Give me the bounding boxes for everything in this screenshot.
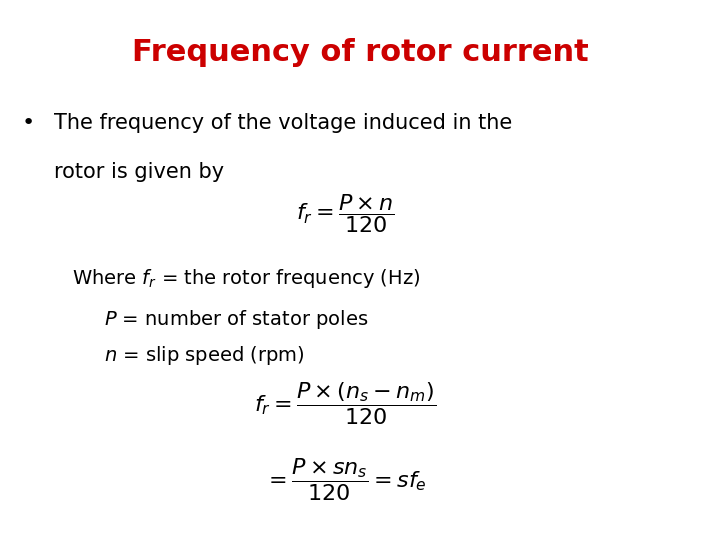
Text: Frequency of rotor current: Frequency of rotor current xyxy=(132,38,588,67)
Text: $= \dfrac{P \times sn_s}{120} = sf_e$: $= \dfrac{P \times sn_s}{120} = sf_e$ xyxy=(264,456,427,503)
Text: Where $f_r$ = the rotor frequency (Hz): Where $f_r$ = the rotor frequency (Hz) xyxy=(72,267,420,291)
Text: $f_r = \dfrac{P \times (n_s - n_m)}{120}$: $f_r = \dfrac{P \times (n_s - n_m)}{120}… xyxy=(254,381,437,427)
Text: •: • xyxy=(22,113,35,133)
Text: $P$ = number of stator poles: $P$ = number of stator poles xyxy=(104,308,369,331)
Text: $f_r = \dfrac{P \times n}{120}$: $f_r = \dfrac{P \times n}{120}$ xyxy=(296,192,395,235)
Text: The frequency of the voltage induced in the: The frequency of the voltage induced in … xyxy=(54,113,512,133)
Text: $n$ = slip speed (rpm): $n$ = slip speed (rpm) xyxy=(104,344,305,367)
Text: rotor is given by: rotor is given by xyxy=(54,162,224,182)
